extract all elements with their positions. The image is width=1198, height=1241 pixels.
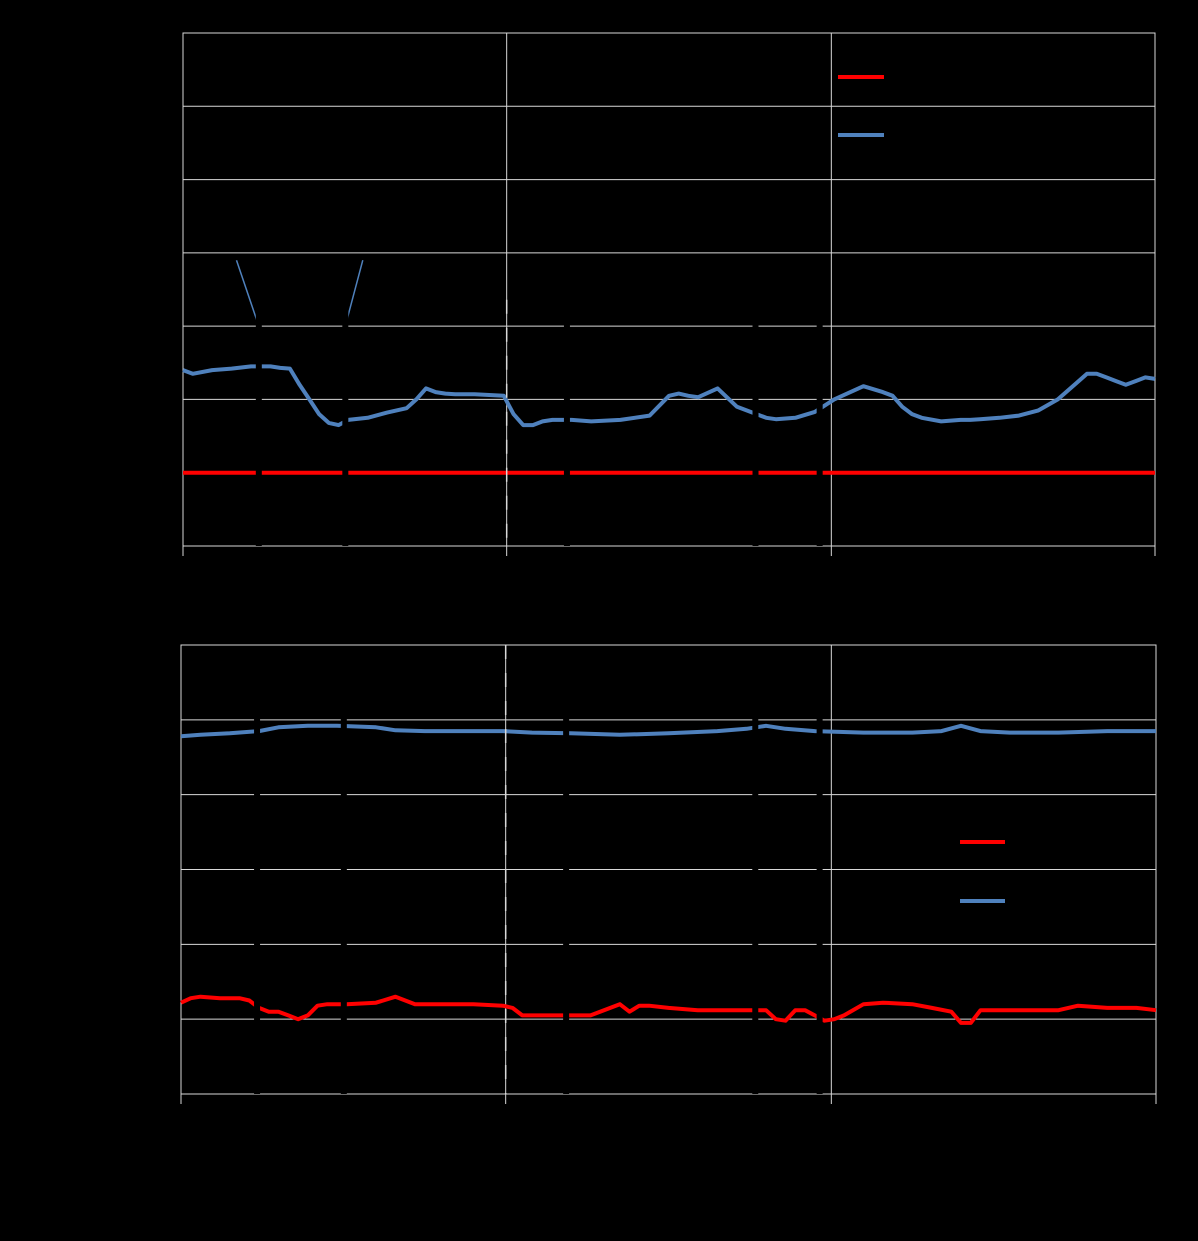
- series-line-2: [182, 364, 1156, 428]
- chart-panel-bottom: [180, 644, 1157, 1104]
- data-gap: [752, 689, 759, 1094]
- data-gap: [816, 258, 823, 546]
- series-line-3: [235, 259, 260, 327]
- data-gap: [563, 689, 570, 1094]
- data-gap: [342, 258, 349, 546]
- series-line-2: [180, 723, 1156, 739]
- data-gap: [563, 258, 570, 546]
- series-line-1: [180, 994, 1157, 1025]
- data-gap: [340, 689, 347, 1094]
- plot-area: [182, 32, 1156, 547]
- data-gap: [254, 689, 261, 1094]
- data-gap: [255, 258, 262, 546]
- data-gap: [816, 689, 823, 1094]
- data-gap: [752, 258, 759, 546]
- chart-panel-top: [182, 32, 1156, 556]
